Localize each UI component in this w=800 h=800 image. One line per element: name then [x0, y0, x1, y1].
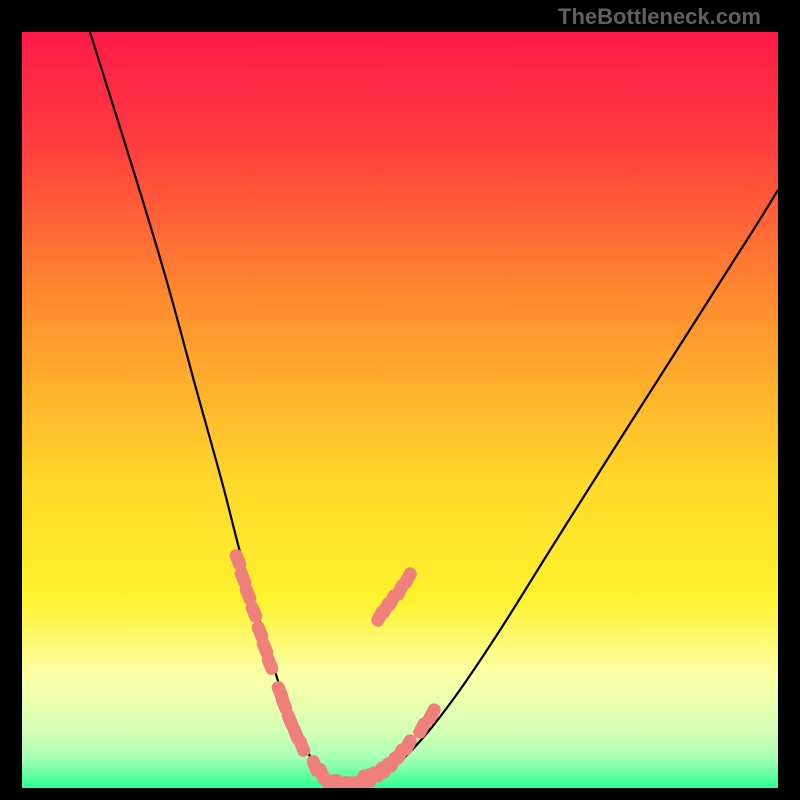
chart-container: TheBottleneck.com: [0, 0, 800, 800]
watermark-text: TheBottleneck.com: [558, 4, 761, 30]
gradient-background: [22, 32, 778, 788]
plot-svg: [22, 32, 778, 788]
